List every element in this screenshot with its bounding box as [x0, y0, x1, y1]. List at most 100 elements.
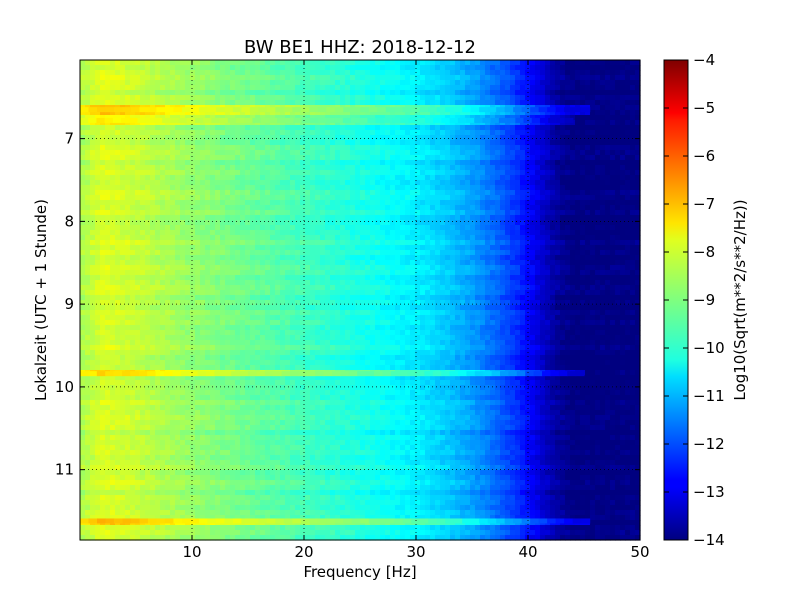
heatmap-cell: [360, 230, 366, 236]
heatmap-cell: [420, 270, 426, 276]
heatmap-cell: [155, 205, 161, 211]
heatmap-cell: [450, 270, 456, 276]
heatmap-cell: [180, 155, 186, 161]
heatmap-cell: [540, 215, 546, 221]
heatmap-cell: [480, 150, 486, 156]
heatmap-cell: [405, 210, 411, 216]
heatmap-cell: [110, 150, 116, 156]
heatmap-cell: [245, 230, 251, 236]
heatmap-cell: [100, 75, 106, 81]
heatmap-cell: [315, 260, 321, 266]
heatmap-cell: [585, 240, 591, 246]
heatmap-cell: [635, 195, 641, 201]
heatmap-cell: [330, 280, 336, 286]
heatmap-cell: [225, 275, 231, 281]
heatmap-cell: [585, 230, 591, 236]
heatmap-cell: [400, 230, 406, 236]
heatmap-cell: [475, 235, 481, 241]
heatmap-cell: [600, 125, 606, 131]
heatmap-cell: [380, 275, 386, 281]
heatmap-cell: [310, 160, 316, 166]
heatmap-cell: [485, 165, 491, 171]
heatmap-cell: [125, 90, 131, 96]
heatmap-cell: [175, 155, 181, 161]
heatmap-cell: [560, 195, 566, 201]
heatmap-cell: [320, 180, 326, 186]
heatmap-cell: [140, 175, 146, 181]
heatmap-cell: [300, 230, 306, 236]
heatmap-cell: [85, 195, 91, 201]
heatmap-cell: [385, 215, 391, 221]
heatmap-cell: [135, 165, 141, 171]
heatmap-cell: [105, 80, 111, 86]
heatmap-cell: [390, 150, 396, 156]
heatmap-cell: [200, 280, 206, 286]
heatmap-cell: [510, 140, 516, 146]
heatmap-cell: [560, 155, 566, 161]
heatmap-cell: [205, 250, 211, 256]
heatmap-cell: [220, 110, 226, 116]
heatmap-cell: [570, 230, 576, 236]
heatmap-cell: [245, 255, 251, 261]
heatmap-cell: [560, 170, 566, 176]
heatmap-cell: [410, 60, 416, 66]
heatmap-cell: [565, 115, 571, 121]
heatmap-cell: [115, 205, 121, 211]
heatmap-cell: [230, 65, 236, 71]
heatmap-cell: [500, 125, 506, 131]
heatmap-cell: [440, 125, 446, 131]
heatmap-cell: [555, 205, 561, 211]
heatmap-cell: [170, 200, 176, 206]
heatmap-cell: [270, 205, 276, 211]
heatmap-cell: [355, 185, 361, 191]
heatmap-cell: [315, 90, 321, 96]
heatmap-cell: [540, 165, 546, 171]
heatmap-cell: [505, 220, 511, 226]
heatmap-cell: [470, 75, 476, 81]
heatmap-cell: [410, 110, 416, 116]
heatmap-cell: [435, 70, 441, 76]
heatmap-cell: [420, 110, 426, 116]
heatmap-cell: [420, 130, 426, 136]
heatmap-cell: [300, 190, 306, 196]
heatmap-cell: [395, 200, 401, 206]
heatmap-cell: [445, 180, 451, 186]
heatmap-cell: [605, 165, 611, 171]
heatmap-cell: [350, 215, 356, 221]
heatmap-cell: [135, 235, 141, 241]
heatmap-cell: [620, 145, 626, 151]
heatmap-cell: [530, 240, 536, 246]
heatmap-cell: [160, 240, 166, 246]
heatmap-cell: [495, 60, 501, 66]
heatmap-cell: [525, 145, 531, 151]
heatmap-cell: [535, 165, 541, 171]
heatmap-cell: [285, 110, 291, 116]
heatmap-cell: [635, 80, 641, 86]
heatmap-cell: [285, 195, 291, 201]
heatmap-cell: [310, 255, 316, 261]
heatmap-cell: [475, 70, 481, 76]
heatmap-cell: [465, 230, 471, 236]
heatmap-cell: [470, 160, 476, 166]
heatmap-cell: [570, 140, 576, 146]
heatmap-cell: [330, 130, 336, 136]
heatmap-cell: [170, 240, 176, 246]
heatmap-cell: [305, 145, 311, 151]
heatmap-cell: [235, 145, 241, 151]
heatmap-cell: [160, 125, 166, 131]
heatmap-cell: [590, 160, 596, 166]
heatmap-cell: [260, 125, 266, 131]
heatmap-cell: [330, 140, 336, 146]
heatmap-cell: [220, 245, 226, 251]
heatmap-cell: [390, 185, 396, 191]
heatmap-cell: [125, 255, 131, 261]
heatmap-cell: [215, 115, 221, 121]
heatmap-cell: [350, 115, 356, 121]
heatmap-cell: [405, 180, 411, 186]
heatmap-cell: [425, 90, 431, 96]
heatmap-cell: [635, 205, 641, 211]
heatmap-cell: [400, 130, 406, 136]
heatmap-cell: [550, 210, 556, 216]
heatmap-cell: [415, 135, 421, 141]
heatmap-cell: [155, 130, 161, 136]
